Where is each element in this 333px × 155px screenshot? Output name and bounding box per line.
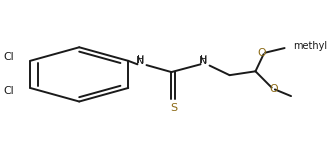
Text: methyl: methyl [293, 41, 327, 51]
Text: O: O [258, 48, 266, 58]
Text: N: N [199, 56, 207, 66]
Text: Cl: Cl [3, 52, 14, 62]
Text: H: H [137, 55, 145, 65]
Text: Cl: Cl [3, 86, 14, 96]
Text: methyl: methyl [286, 44, 290, 46]
Text: N: N [136, 56, 144, 66]
Text: O: O [269, 84, 278, 94]
Text: S: S [170, 103, 177, 113]
Text: H: H [200, 55, 207, 65]
